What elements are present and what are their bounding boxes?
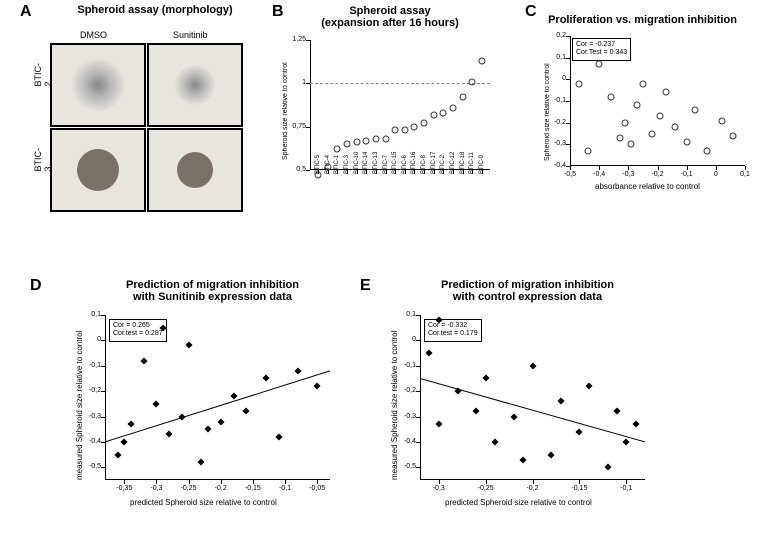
panel-e-plot: measured Spheroid size relative to contr… bbox=[420, 315, 645, 480]
point bbox=[343, 141, 350, 148]
panel-b-title: Spheroid assay (expansion after 16 hours… bbox=[300, 5, 480, 29]
point bbox=[672, 124, 679, 131]
point bbox=[718, 117, 725, 124]
point bbox=[628, 141, 635, 148]
panel-e-title-1: Prediction of migration inhibition bbox=[405, 279, 650, 291]
panel-d-xlabel: predicted Spheroid size relative to cont… bbox=[130, 498, 277, 507]
point bbox=[657, 113, 664, 120]
point bbox=[622, 119, 629, 126]
panel-c-xlabel: absorbance relative to control bbox=[595, 182, 700, 191]
panel-b-plot: Spheroid size relative to control 0,50,7… bbox=[310, 40, 490, 170]
point bbox=[372, 135, 379, 142]
point bbox=[575, 80, 582, 87]
panel-c-label: C bbox=[525, 3, 537, 21]
panel-d-plot: measured Spheroid size relative to contr… bbox=[105, 315, 330, 480]
panel-c-plot: Spheroid size relative to control absorb… bbox=[570, 36, 745, 166]
point bbox=[450, 104, 457, 111]
panel-a-col1: Sunitinib bbox=[173, 30, 208, 40]
point bbox=[411, 123, 418, 130]
panel-d-title-1: Prediction of migration inhibition bbox=[90, 279, 335, 291]
point bbox=[639, 80, 646, 87]
point bbox=[401, 127, 408, 134]
panel-e-xlabel: predicted Spheroid size relative to cont… bbox=[445, 498, 592, 507]
panel-e-title-2: with control expression data bbox=[405, 291, 650, 303]
panel-c-cor: Cor = -0.237 bbox=[576, 41, 627, 49]
point bbox=[459, 94, 466, 101]
point bbox=[334, 146, 341, 153]
panel-c-legend: Cor = -0.237 Cor.Test = 0.343 bbox=[572, 38, 631, 61]
point bbox=[440, 109, 447, 116]
point bbox=[421, 120, 428, 127]
panel-a-cell-1-0 bbox=[50, 128, 146, 212]
panel-d-title: Prediction of migration inhibition with … bbox=[90, 279, 335, 303]
point bbox=[382, 135, 389, 142]
panel-c-title: Proliferation vs. migration inhibition bbox=[545, 14, 740, 26]
panel-a-cell-1-1 bbox=[147, 128, 243, 212]
point bbox=[469, 78, 476, 85]
point bbox=[692, 106, 699, 113]
point bbox=[430, 111, 437, 118]
point bbox=[704, 147, 711, 154]
panel-b-title-2: (expansion after 16 hours) bbox=[300, 17, 480, 29]
panel-a-col0: DMSO bbox=[80, 30, 107, 40]
panel-b-ylabel: Spheroid size relative to control bbox=[282, 50, 289, 160]
panel-d-label: D bbox=[30, 277, 42, 295]
point bbox=[616, 134, 623, 141]
panel-e-label: E bbox=[360, 277, 371, 295]
panel-d-title-2: with Sunitinib expression data bbox=[90, 291, 335, 303]
point bbox=[634, 102, 641, 109]
point bbox=[683, 139, 690, 146]
point bbox=[596, 61, 603, 68]
point bbox=[584, 147, 591, 154]
panel-a-cell-0-1 bbox=[147, 43, 243, 127]
point bbox=[607, 93, 614, 100]
panel-c-test: Cor.Test = 0.343 bbox=[576, 49, 627, 57]
panel-a-cell-0-0 bbox=[50, 43, 146, 127]
point bbox=[392, 127, 399, 134]
point bbox=[479, 57, 486, 64]
panel-a-label: A bbox=[20, 3, 32, 21]
panel-b-label: B bbox=[272, 3, 284, 21]
point bbox=[730, 132, 737, 139]
point bbox=[363, 137, 370, 144]
point bbox=[353, 139, 360, 146]
panel-a-title: Spheroid assay (morphology) bbox=[55, 4, 255, 16]
panel-b-title-1: Spheroid assay bbox=[300, 5, 480, 17]
panel-e-title: Prediction of migration inhibition with … bbox=[405, 279, 650, 303]
point bbox=[663, 89, 670, 96]
point bbox=[648, 130, 655, 137]
